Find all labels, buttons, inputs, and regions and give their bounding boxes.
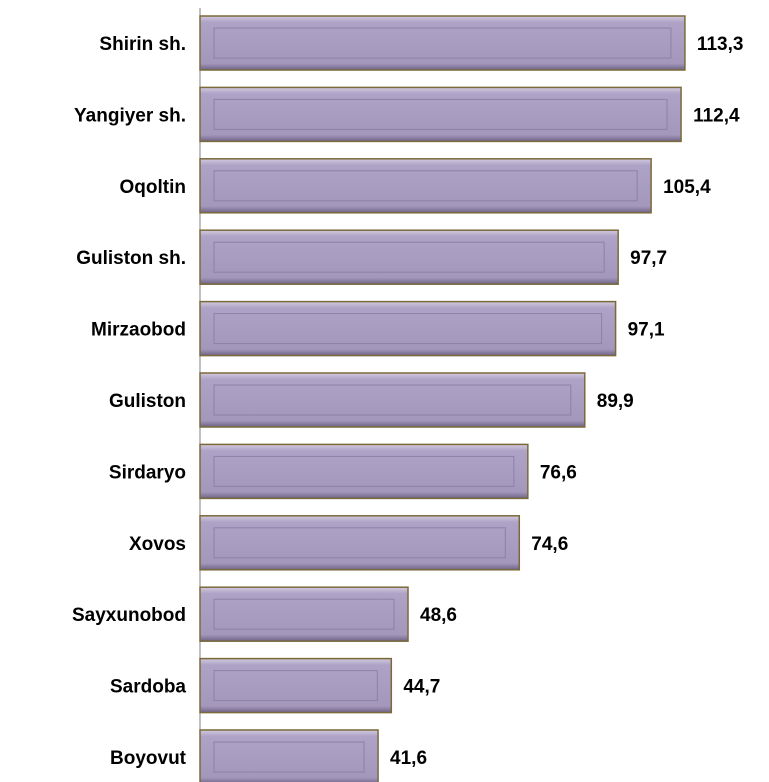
y-tick-label: Oqoltin — [120, 177, 186, 198]
value-label: 74,6 — [531, 534, 568, 555]
bar-bevel — [213, 313, 603, 345]
bar — [199, 300, 617, 357]
bar — [199, 729, 379, 782]
y-tick-label: Guliston sh. — [76, 248, 186, 269]
y-tick-label: Shirin sh. — [99, 34, 186, 55]
bar-bevel — [213, 670, 378, 702]
y-tick-label: Yangiyer sh. — [74, 105, 186, 126]
bar-bevel — [213, 241, 605, 273]
value-label: 97,7 — [630, 248, 667, 269]
bar-bevel — [213, 170, 638, 202]
y-tick-label: Guliston — [109, 391, 186, 412]
bar-bevel — [213, 741, 365, 773]
value-label: 44,7 — [403, 677, 440, 698]
value-label: 112,4 — [693, 105, 740, 126]
y-tick-label: Sayxunobod — [72, 605, 186, 626]
value-label: 76,6 — [540, 462, 577, 483]
bar — [199, 229, 619, 285]
value-label: 89,9 — [597, 391, 634, 412]
bar-bevel — [213, 27, 672, 59]
bar — [199, 657, 393, 714]
bar — [199, 515, 521, 571]
bar — [199, 372, 586, 428]
bar-bevel — [213, 455, 515, 487]
bar-bevel — [213, 98, 668, 130]
y-tick-label: Sirdaryo — [109, 462, 186, 483]
bar-bevel — [213, 527, 506, 559]
value-label: 97,1 — [628, 320, 665, 341]
bar — [199, 443, 529, 500]
bar — [199, 86, 682, 143]
value-label: 48,6 — [420, 605, 457, 626]
value-label: 113,3 — [697, 34, 744, 55]
value-label: 105,4 — [663, 177, 711, 198]
bar-bevel — [213, 598, 395, 630]
bar-bevel — [213, 384, 572, 416]
bar — [199, 586, 409, 642]
y-tick-label: Sardoba — [110, 677, 186, 698]
y-tick-label: Xovos — [129, 534, 186, 555]
bar — [199, 15, 686, 71]
bar — [199, 158, 652, 214]
y-tick-label: Boyovut — [110, 748, 187, 769]
y-tick-label: Mirzaobod — [91, 320, 186, 341]
value-label: 41,6 — [390, 748, 427, 769]
